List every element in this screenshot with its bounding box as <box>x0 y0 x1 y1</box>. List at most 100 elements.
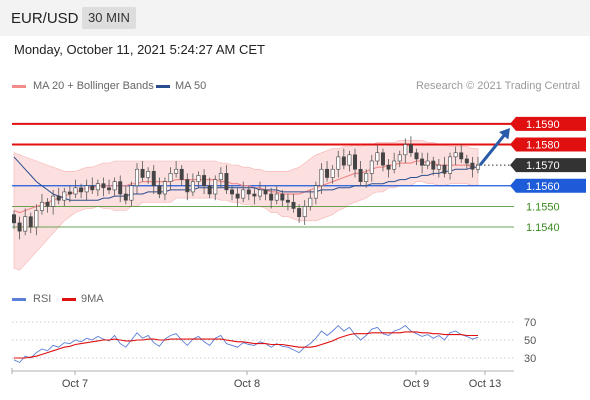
candle-body-81 <box>464 158 469 164</box>
candle-body-17 <box>107 187 112 191</box>
rsi-tick-label-0: 70 <box>524 317 536 329</box>
candle-body-10 <box>67 191 72 195</box>
candle-body-82 <box>470 162 475 170</box>
ma50-legend-swatch <box>156 85 170 88</box>
candle-body-11 <box>73 187 78 195</box>
candle-body-29 <box>174 168 179 174</box>
candle-body-67 <box>386 164 391 170</box>
candle-body-5 <box>39 201 44 211</box>
candle-body-16 <box>101 183 106 189</box>
candle-body-45 <box>263 189 268 195</box>
level-tag-0 <box>510 116 586 131</box>
candle-body-21 <box>129 185 134 201</box>
candle-body-72 <box>414 152 419 160</box>
candle-body-3 <box>28 216 33 228</box>
candle-body-22 <box>135 168 139 187</box>
candle-body-59 <box>341 156 346 166</box>
candle-body-70 <box>403 144 408 156</box>
candle-body-33 <box>196 175 201 182</box>
candle-body-73 <box>420 158 425 166</box>
forecast-arrow-head <box>499 128 510 140</box>
candle-body-65 <box>375 152 380 162</box>
candle-body-48 <box>280 193 285 201</box>
candle-body-13 <box>84 185 89 193</box>
candle-body-36 <box>213 179 218 195</box>
candle-body-83 <box>476 164 480 170</box>
candle-body-76 <box>436 164 441 170</box>
candle-body-50 <box>291 201 296 209</box>
rsi-legend-swatch <box>12 298 26 301</box>
ma50-legend-label: MA 50 <box>175 80 207 92</box>
rsi-ma-legend-swatch <box>62 298 76 301</box>
candle-body-63 <box>364 173 369 182</box>
candle-body-4 <box>34 210 39 228</box>
candle-body-46 <box>269 193 274 201</box>
candle-body-55 <box>319 168 324 187</box>
level-label-5: 1.1540 <box>526 222 560 234</box>
x-tick-label-2: Oct 9 <box>403 378 429 390</box>
instrument-title: EUR/USD <box>11 10 79 27</box>
candle-body-56 <box>325 168 330 178</box>
candle-body-79 <box>453 152 458 158</box>
rsi-tick-label-1: 50 <box>524 335 536 347</box>
candle-body-77 <box>442 164 447 174</box>
candle-body-15 <box>95 183 100 191</box>
bb-legend-swatch <box>12 85 26 88</box>
rsi-ma-line <box>14 331 478 359</box>
candle-body-32 <box>190 181 195 193</box>
candle-body-58 <box>336 156 341 170</box>
candle-body-14 <box>90 185 95 191</box>
rsi-tick-label-2: 30 <box>524 353 536 365</box>
candle-body-6 <box>45 201 50 207</box>
candle-body-54 <box>313 185 318 199</box>
candle-body-39 <box>230 189 235 195</box>
candle-body-49 <box>285 199 290 203</box>
candle-body-20 <box>123 193 128 201</box>
candle-body-68 <box>392 160 397 170</box>
candle-body-1 <box>17 222 22 232</box>
x-tick-label-1: Oct 8 <box>234 378 260 390</box>
candle-body-19 <box>118 181 123 195</box>
candle-body-8 <box>56 195 61 201</box>
candle-body-30 <box>179 168 184 180</box>
candle-body-31 <box>185 179 190 193</box>
level-label-2: 1.1570 <box>526 160 560 172</box>
level-tag-1 <box>510 137 586 152</box>
candle-body-53 <box>308 197 313 207</box>
forecast-arrow-shaft <box>478 132 508 167</box>
candle-body-26 <box>157 185 162 195</box>
x-tick-label-0: Oct 7 <box>62 378 88 390</box>
candle-body-74 <box>425 160 430 166</box>
candle-body-57 <box>330 168 335 178</box>
candle-body-41 <box>241 189 246 199</box>
candle-body-43 <box>252 193 257 197</box>
x-tick-label-3: Oct 13 <box>469 378 501 390</box>
candle-body-64 <box>369 160 374 174</box>
level-label-3: 1.1560 <box>526 181 560 193</box>
candle-body-2 <box>23 216 28 232</box>
candle-body-62 <box>358 168 363 182</box>
rsi-line <box>13 324 479 364</box>
candle-body-80 <box>459 152 464 160</box>
candle-body-38 <box>224 173 229 191</box>
candle-body-34 <box>202 175 207 187</box>
timeframe-badge[interactable]: 30 MIN <box>82 7 136 29</box>
rsi-legend-label: RSI <box>33 293 52 305</box>
candle-body-47 <box>274 193 279 201</box>
top-bar: EUR/USD 30 MIN <box>0 0 590 36</box>
candle-body-24 <box>146 171 151 178</box>
candle-body-18 <box>112 181 117 191</box>
level-tag-2 <box>510 158 586 173</box>
level-label-0: 1.1590 <box>526 119 560 131</box>
candle-body-71 <box>408 144 413 154</box>
candle-body-25 <box>151 171 156 187</box>
candle-body-61 <box>353 154 357 170</box>
level-tag-3 <box>510 178 586 193</box>
candle-body-66 <box>380 152 385 166</box>
candle-body-78 <box>448 156 453 174</box>
candle-body-0 <box>12 214 16 224</box>
candle-body-42 <box>246 189 251 195</box>
credit-text: Research © 2021 Trading Central <box>415 80 580 92</box>
rsi-ma-legend-label: 9MA <box>81 293 104 305</box>
